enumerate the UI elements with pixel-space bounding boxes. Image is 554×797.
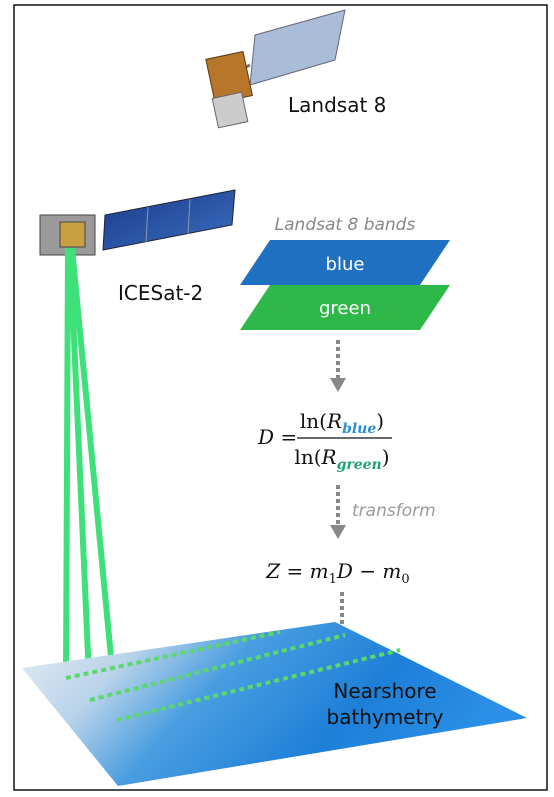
formula-part: D − m [336, 559, 401, 583]
formula-part: R [326, 409, 342, 433]
formula-part: 1 [329, 572, 337, 587]
formula-part: green [337, 457, 382, 473]
formula-part: Z = m [265, 559, 328, 583]
satellite-label: Landsat 8 [288, 93, 386, 117]
ratio-lhs: D = [257, 425, 297, 449]
band-label: blue [326, 254, 365, 275]
bands-title: Landsat 8 bands [275, 215, 416, 235]
formula-part: R [321, 445, 337, 469]
formula-part: ln( [300, 409, 327, 433]
formula-part: ) [376, 409, 384, 433]
model-formula: Z = m1D − m0 [265, 559, 409, 587]
band-label: green [319, 298, 371, 319]
transform-label: transform [352, 501, 436, 521]
formula-part: 0 [401, 572, 409, 587]
page: Landsat 8 ICESat-2 Landsat 8 bands blue … [0, 0, 554, 797]
formula-part: blue [342, 421, 376, 437]
output-label: Nearshore [333, 679, 436, 703]
formula-part: ) [382, 445, 390, 469]
output-label: bathymetry [327, 705, 444, 729]
formula-part: ln( [294, 445, 321, 469]
diagram: Landsat 8 ICESat-2 Landsat 8 bands blue … [0, 0, 554, 797]
satellite-label: ICESat-2 [118, 281, 203, 305]
